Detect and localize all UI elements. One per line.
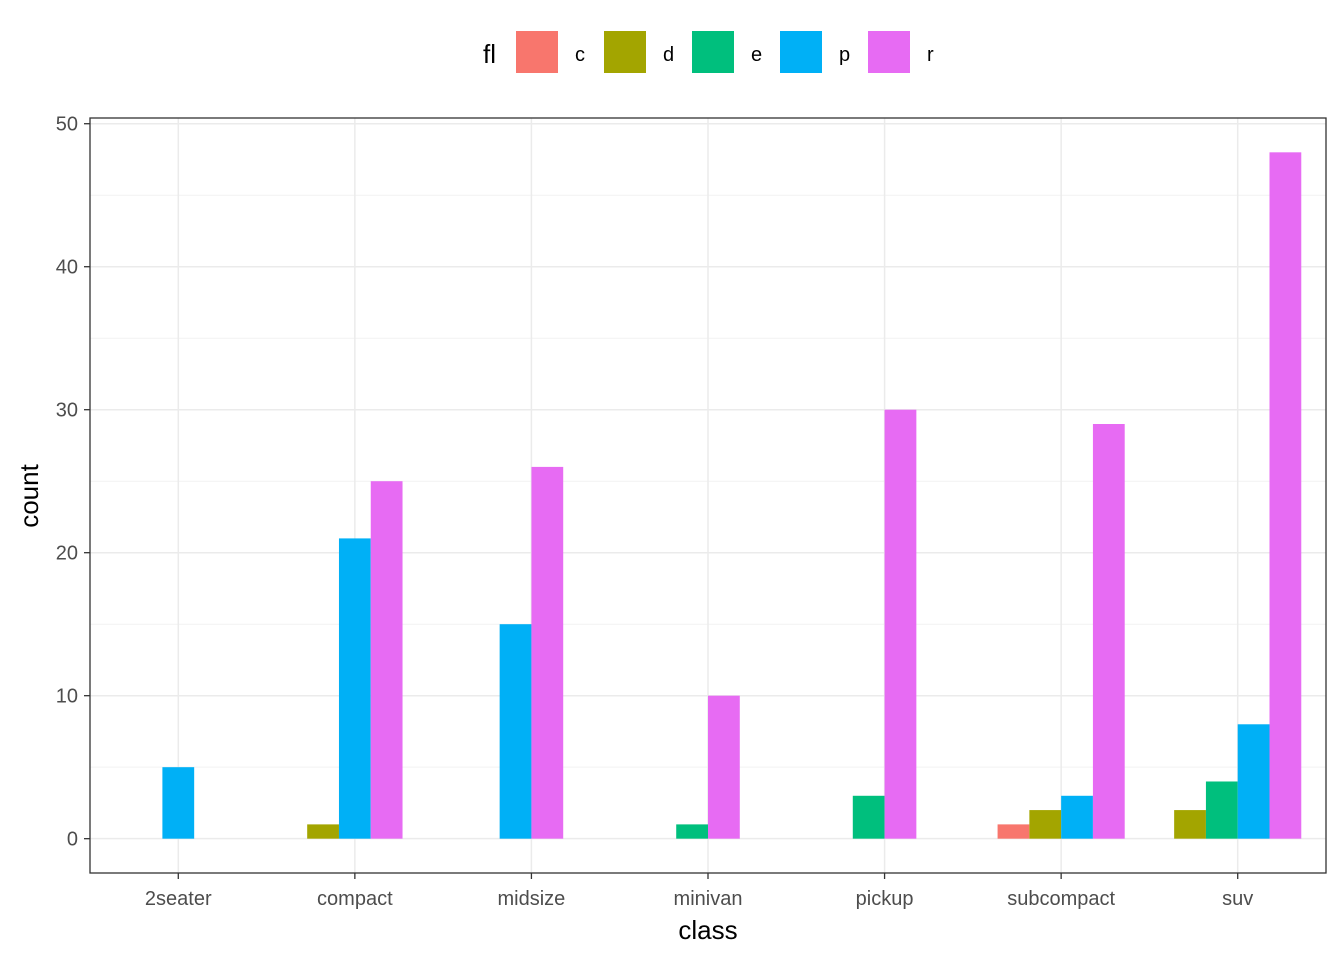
y-axis-title: count [14,463,44,527]
x-tick-label: midsize [498,888,566,910]
legend-label-c: c [575,44,585,66]
bar-compact-d [307,824,339,839]
bar-subcompact-r [1092,424,1125,839]
bar-suv-e [1205,781,1238,839]
bar-subcompact-p [1061,795,1093,839]
legend-key-p [780,31,822,73]
x-axis-title: class [678,915,737,945]
legend-title: fl [483,39,496,69]
x-axis: 2seater compact midsize minivan pickup subcom… [145,873,1253,910]
legend-label-p: p [839,44,850,66]
x-tick-label: suv [1222,888,1253,910]
bar-suv-p [1237,724,1270,839]
bar-subcompact-c [997,824,1030,839]
legend-label-d: d [663,44,674,66]
legend-key-e [692,31,734,73]
x-tick-label: subcompact [1007,888,1115,910]
x-tick-label: pickup [856,888,914,910]
bar-pickup-e [852,795,885,839]
legend-label-e: e [751,44,762,66]
legend-label-r: r [927,44,934,66]
bar-compact-p [338,538,371,839]
y-tick-label: 40 [56,257,78,279]
y-axis: 0 10 20 30 40 50 [56,114,90,851]
x-tick-label: 2seater [145,888,212,910]
x-tick-label: compact [317,888,393,910]
y-tick-label: 10 [56,686,78,708]
bars [162,152,1302,839]
bar-suv-r [1269,152,1302,839]
y-tick-label: 20 [56,543,78,565]
bar-midsize-r [531,466,564,839]
legend-key-c [516,31,558,73]
bar-suv-d [1174,810,1206,839]
bar-minivan-r [708,695,740,839]
legend-key-r [868,31,910,73]
y-tick-label: 0 [67,829,78,851]
bar-midsize-p [499,624,532,839]
bar-pickup-r [884,409,917,839]
x-tick-label: minivan [674,888,743,910]
bar-2seater-p [162,767,195,839]
legend-key-d [604,31,646,73]
bar-minivan-e [676,824,708,839]
bar-compact-r [370,481,403,839]
bar-subcompact-d [1029,810,1062,839]
y-tick-label: 30 [56,400,78,422]
y-tick-label: 50 [56,114,78,136]
legend: fl c d e p r [483,31,934,73]
